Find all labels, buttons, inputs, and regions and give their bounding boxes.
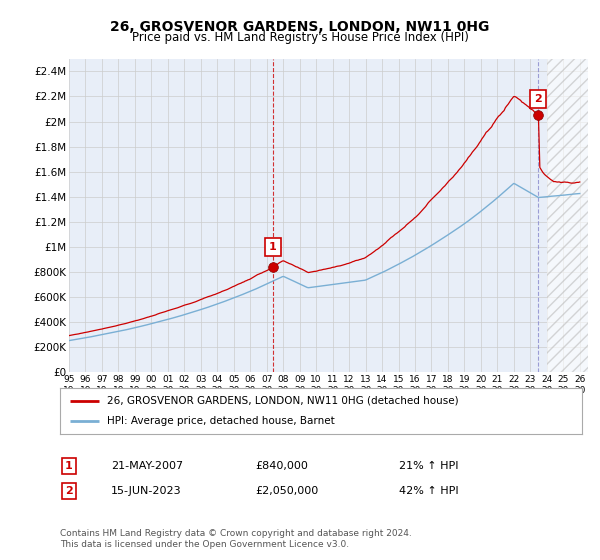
Text: HPI: Average price, detached house, Barnet: HPI: Average price, detached house, Barn… [107, 416, 335, 426]
Text: £840,000: £840,000 [255, 461, 308, 471]
Text: 21-MAY-2007: 21-MAY-2007 [111, 461, 183, 471]
Text: 26, GROSVENOR GARDENS, LONDON, NW11 0HG: 26, GROSVENOR GARDENS, LONDON, NW11 0HG [110, 20, 490, 34]
Text: 42% ↑ HPI: 42% ↑ HPI [399, 486, 458, 496]
Text: 2: 2 [534, 94, 542, 104]
Text: Contains HM Land Registry data © Crown copyright and database right 2024.
This d: Contains HM Land Registry data © Crown c… [60, 529, 412, 549]
Bar [547, 59, 588, 372]
Text: 2: 2 [65, 486, 73, 496]
Text: 21% ↑ HPI: 21% ↑ HPI [399, 461, 458, 471]
Text: 15-JUN-2023: 15-JUN-2023 [111, 486, 182, 496]
Text: 26, GROSVENOR GARDENS, LONDON, NW11 0HG (detached house): 26, GROSVENOR GARDENS, LONDON, NW11 0HG … [107, 396, 458, 406]
Bar [547, 59, 588, 372]
Text: 1: 1 [65, 461, 73, 471]
Text: 1: 1 [269, 242, 277, 252]
Text: Price paid vs. HM Land Registry's House Price Index (HPI): Price paid vs. HM Land Registry's House … [131, 31, 469, 44]
Text: £2,050,000: £2,050,000 [255, 486, 318, 496]
